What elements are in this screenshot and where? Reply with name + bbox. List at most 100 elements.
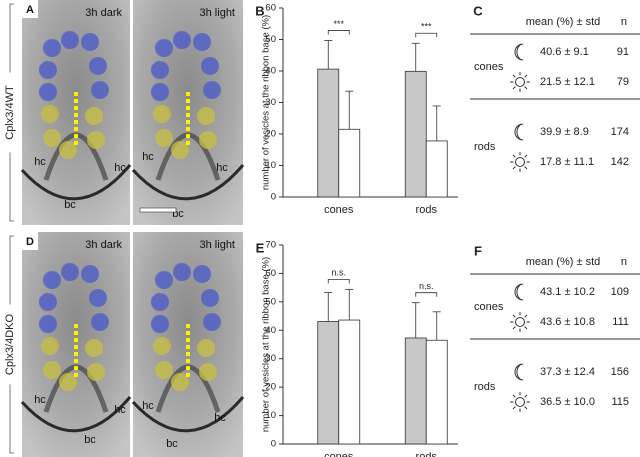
significance-label: *** xyxy=(333,19,344,29)
error-bar xyxy=(411,302,420,338)
vesicle-yellow xyxy=(41,337,59,355)
x-tick-label: rods xyxy=(416,204,438,216)
vesicle-yellow xyxy=(87,131,105,149)
error-bar xyxy=(345,288,354,321)
vesicle-yellow xyxy=(153,337,171,355)
vesicle-blue xyxy=(61,31,79,49)
error-bar xyxy=(432,105,441,141)
tissue-label: bc xyxy=(64,199,76,211)
panel-letter: B xyxy=(255,3,264,18)
bar xyxy=(425,140,448,198)
mean-std: 17.8 ± 11.1 xyxy=(540,156,594,168)
vesicle-blue xyxy=(155,39,173,57)
tissue-label: hc xyxy=(216,162,228,174)
vesicle-yellow xyxy=(155,361,173,379)
y-tick-label: 70 xyxy=(265,240,276,251)
tissue-label: bc xyxy=(166,438,178,450)
sun-disc xyxy=(515,397,525,407)
mean-std: 39.9 ± 8.9 xyxy=(540,126,589,138)
sun-ray xyxy=(524,394,528,398)
panel-letter: A xyxy=(26,4,34,16)
bar xyxy=(425,339,448,445)
significance-bracket xyxy=(415,292,438,297)
group-label: cones xyxy=(474,61,504,73)
vesicle-yellow xyxy=(43,129,61,147)
tissue-label: hc xyxy=(114,162,126,174)
n-value: 174 xyxy=(611,126,629,138)
x-tick-label: rods xyxy=(416,451,438,457)
y-tick-label: 10 xyxy=(265,160,276,171)
sun-ray xyxy=(512,406,516,410)
vesicle-blue xyxy=(39,293,57,311)
y-tick-label: 60 xyxy=(265,3,276,14)
vesicle-blue xyxy=(201,57,219,75)
y-tick-label: 0 xyxy=(271,192,276,203)
sun-ray xyxy=(512,394,516,398)
y-tick-label: 50 xyxy=(265,34,276,45)
vesicle-blue xyxy=(91,313,109,331)
y-tick-label: 50 xyxy=(265,296,276,307)
vesicle-blue xyxy=(39,315,57,333)
significance-label: *** xyxy=(421,22,432,32)
tissue-label: hc xyxy=(34,156,46,168)
panel-letter: E xyxy=(256,240,265,255)
sun-ray xyxy=(524,154,528,158)
vesicle-yellow xyxy=(41,105,59,123)
image-title: 3h dark xyxy=(85,7,122,19)
sun-ray xyxy=(524,166,528,170)
bar xyxy=(317,68,340,198)
group-label: rods xyxy=(474,141,496,153)
vesicle-yellow xyxy=(199,363,217,381)
moon-icon xyxy=(514,363,524,381)
tissue-label: hc xyxy=(142,151,154,163)
vesicle-blue xyxy=(89,289,107,307)
sun-ray xyxy=(512,314,516,318)
panel-letter: D xyxy=(26,236,34,248)
vesicle-blue xyxy=(203,81,221,99)
letter-box xyxy=(22,232,38,250)
mean-std: 43.6 ± 10.8 xyxy=(540,316,595,328)
vesicle-blue xyxy=(193,265,211,283)
y-tick-label: 40 xyxy=(265,325,276,336)
row-label-bg xyxy=(3,72,17,153)
n-value: 91 xyxy=(617,46,629,58)
error-bar xyxy=(345,90,354,130)
vesicle-blue xyxy=(61,263,79,281)
vesicle-yellow xyxy=(199,131,217,149)
bar xyxy=(338,319,361,445)
vesicle-yellow xyxy=(197,339,215,357)
row-label-bg xyxy=(3,304,17,385)
y-tick-label: 20 xyxy=(265,129,276,140)
y-tick-label: 30 xyxy=(265,97,276,108)
n-value: 79 xyxy=(617,76,629,88)
significance-bracket xyxy=(415,32,438,38)
y-tick-label: 0 xyxy=(271,439,276,450)
sun-disc xyxy=(515,157,525,167)
vesicle-blue xyxy=(173,263,191,281)
moon-icon xyxy=(514,123,524,141)
n-value: 115 xyxy=(611,396,629,408)
error-bar xyxy=(432,311,441,341)
image-title: 3h dark xyxy=(85,239,122,251)
bar xyxy=(404,337,427,445)
vesicle-yellow xyxy=(43,361,61,379)
sun-icon xyxy=(510,152,530,172)
vesicle-blue xyxy=(43,271,61,289)
y-axis-title: number of vesicles at the ribbon base (%… xyxy=(261,15,272,190)
significance-bracket xyxy=(327,30,350,35)
n-value: 111 xyxy=(612,316,629,328)
sun-ray xyxy=(512,326,516,330)
membrane xyxy=(131,164,245,201)
vesicle-blue xyxy=(151,293,169,311)
vesicle-blue xyxy=(151,315,169,333)
vesicle-blue xyxy=(39,61,57,79)
y-tick-label: 60 xyxy=(265,268,276,279)
significance-bracket xyxy=(327,278,350,284)
y-tick-label: 40 xyxy=(265,66,276,77)
scale-bar xyxy=(139,207,177,213)
vesicle-blue xyxy=(91,81,109,99)
vesicle-yellow xyxy=(171,373,189,391)
bar xyxy=(338,128,361,198)
vesicle-yellow xyxy=(171,141,189,159)
y-tick-label: 20 xyxy=(265,382,276,393)
